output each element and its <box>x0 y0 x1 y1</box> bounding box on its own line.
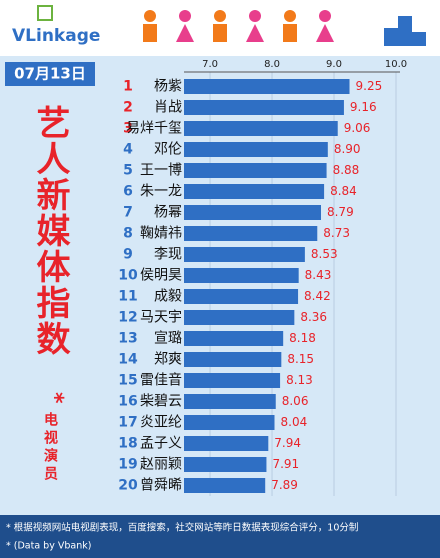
rank: 1 <box>123 79 133 95</box>
category-label: 易烊千玺 <box>126 121 182 137</box>
bar <box>184 310 295 325</box>
rank: 5 <box>123 163 133 179</box>
x-tick-label: 7.0 <box>202 59 218 70</box>
value-label: 8.06 <box>282 394 309 408</box>
bar <box>184 247 305 262</box>
category-label: 朱一龙 <box>140 184 182 200</box>
rank: 4 <box>123 142 133 158</box>
rank: 16 <box>118 394 137 410</box>
rank: 18 <box>118 436 137 452</box>
category-label: 李现 <box>154 247 182 263</box>
value-label: 8.15 <box>287 352 314 366</box>
bar <box>184 268 299 283</box>
bar <box>184 478 266 493</box>
value-label: 8.43 <box>305 268 332 282</box>
rank: 19 <box>118 457 137 473</box>
value-label: 9.06 <box>344 121 371 135</box>
people-icons <box>143 10 334 42</box>
category-label: 侯明昊 <box>140 268 182 284</box>
value-label: 8.79 <box>327 205 354 219</box>
bar <box>184 289 299 304</box>
category-label: 雷佳音 <box>140 372 182 389</box>
value-label: 7.91 <box>272 457 299 471</box>
bar <box>184 415 275 430</box>
category-label: 杨紫 <box>154 79 182 95</box>
category-label: 成毅 <box>154 288 182 305</box>
bar <box>184 184 325 199</box>
x-tick-label: 10.0 <box>385 59 407 70</box>
rank: 20 <box>118 478 138 494</box>
category-label: 鞠婧祎 <box>140 226 182 242</box>
bar <box>184 373 281 388</box>
bar <box>184 226 318 241</box>
category-label: 马天宇 <box>140 310 182 326</box>
date: 07月13日 <box>14 65 86 83</box>
side-mark: * <box>42 392 67 404</box>
bar <box>184 352 282 367</box>
x-tick-label: 9.0 <box>326 59 342 70</box>
category-label: 炎亚纶 <box>140 415 182 431</box>
rank: 12 <box>118 310 137 326</box>
podium-icon <box>384 16 426 46</box>
date-box <box>5 62 95 86</box>
value-label: 8.13 <box>286 373 313 387</box>
rank: 6 <box>123 184 133 200</box>
rank: 17 <box>118 415 137 431</box>
value-label: 8.18 <box>289 331 316 345</box>
brand: VLinkage <box>12 26 100 46</box>
category-label: 柴碧云 <box>140 394 182 410</box>
bar <box>184 100 344 115</box>
footnote: * 根据视频网站电视剧表现，百度搜索，社交网站等昨日数据表现综合评分，10分制 <box>6 522 358 534</box>
side-subtitle: 电视演员 <box>42 412 58 484</box>
bar <box>184 163 327 178</box>
value-label: 8.88 <box>333 163 360 177</box>
rank: 8 <box>123 226 133 242</box>
footnote: * (Data by Vbank) <box>6 541 91 552</box>
bar <box>184 436 269 451</box>
bar <box>184 457 267 472</box>
bar <box>184 121 338 136</box>
rank: 13 <box>118 331 137 347</box>
value-label: 8.73 <box>323 226 350 240</box>
value-label: 8.53 <box>311 247 338 261</box>
rank: 9 <box>123 247 133 263</box>
value-label: 8.36 <box>300 310 327 324</box>
value-label: 9.16 <box>350 100 377 114</box>
category-label: 宣璐 <box>154 331 182 347</box>
rank: 14 <box>118 352 138 368</box>
category-label: 王一博 <box>140 162 182 179</box>
category-label: 曾舜晞 <box>140 478 182 494</box>
bar <box>184 331 284 346</box>
value-label: 8.04 <box>281 415 308 429</box>
value-label: 8.90 <box>334 142 361 156</box>
rank: 15 <box>118 373 137 389</box>
footer-bg <box>0 515 440 558</box>
logo-icon <box>37 5 53 21</box>
category-label: 肖战 <box>154 100 182 116</box>
bar <box>184 79 350 94</box>
category-label: 郑爽 <box>154 352 182 368</box>
rank: 11 <box>118 289 137 305</box>
value-label: 8.84 <box>330 184 357 198</box>
rank: 3 <box>123 121 133 137</box>
rank: 7 <box>123 205 133 221</box>
category-label: 赵丽颖 <box>140 457 182 473</box>
bar <box>184 142 328 157</box>
category-label: 邓伦 <box>154 142 182 158</box>
category-label: 杨幂 <box>154 205 182 221</box>
bar <box>184 205 321 220</box>
value-label: 7.94 <box>274 436 301 450</box>
rank: 10 <box>118 268 138 284</box>
side-title: 艺人新媒体指数 <box>30 105 70 357</box>
rank: 2 <box>123 100 133 116</box>
value-label: 9.25 <box>356 79 383 93</box>
value-label: 7.89 <box>271 478 298 492</box>
x-tick-label: 8.0 <box>264 59 280 70</box>
bar <box>184 394 276 409</box>
value-label: 8.42 <box>304 289 331 303</box>
category-label: 孟子义 <box>140 436 182 452</box>
